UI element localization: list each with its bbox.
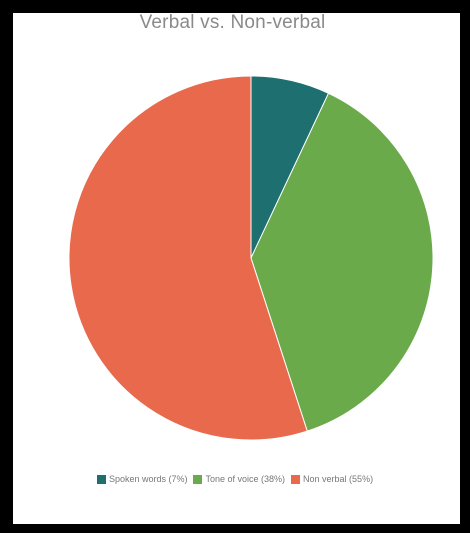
legend-label-tone-of-voice: Tone of voice (38%) (205, 474, 286, 484)
pie-slice-tone-of-voice (250, 92, 434, 432)
pie-slice-non-verbal (68, 75, 308, 441)
legend-swatch-tone-of-voice (193, 474, 203, 484)
legend-item-spoken-words: Spoken words (7%) (96, 474, 188, 484)
legend-swatch-spoken-words (96, 474, 106, 484)
legend-swatch-non-verbal (291, 474, 301, 484)
chart-legend: Spoken words (7%) Tone of voice (38%) No… (0, 474, 470, 484)
chart-title: Verbal vs. Non-verbal (139, 12, 326, 33)
legend-label-spoken-words: Spoken words (7%) (108, 474, 188, 484)
legend-label-non-verbal: Non verbal (55%) (303, 474, 374, 484)
legend-item-tone-of-voice: Tone of voice (38%) (193, 474, 285, 484)
legend-item-non-verbal: Non verbal (55%) (291, 474, 373, 484)
